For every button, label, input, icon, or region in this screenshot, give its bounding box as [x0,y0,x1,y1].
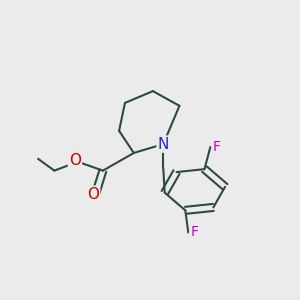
Text: N: N [158,136,169,152]
Text: O: O [69,153,81,168]
Text: F: F [212,140,220,154]
Text: O: O [87,187,99,202]
Text: F: F [190,225,198,239]
